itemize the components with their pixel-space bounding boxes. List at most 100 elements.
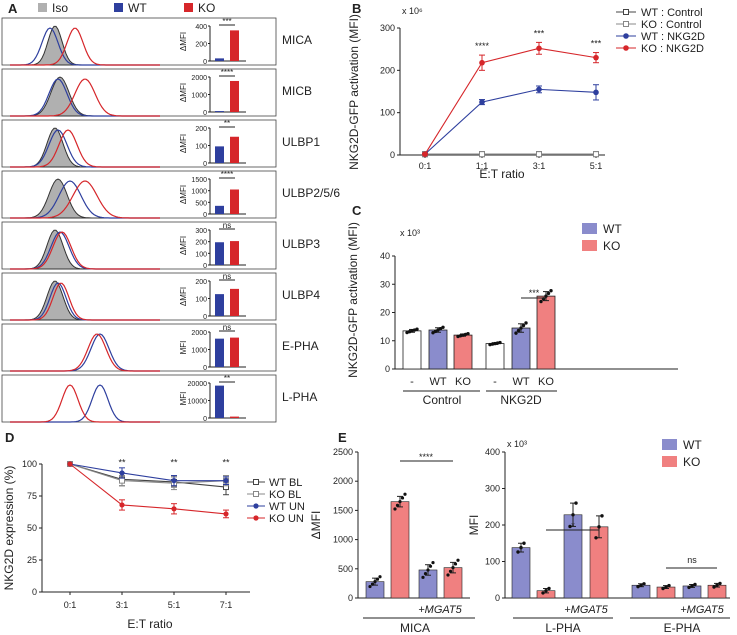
inset-ylabel: ΔMFI	[179, 236, 188, 255]
e1-y-tick-label: 500	[338, 564, 353, 574]
b-point	[422, 151, 428, 157]
histogram-wt	[10, 231, 160, 270]
d-sig-label: **	[118, 457, 126, 467]
c-x-tick-label: KO	[538, 376, 554, 388]
e2-dot	[516, 550, 520, 554]
e2-y-tick-label: 200	[485, 520, 500, 530]
b-point	[479, 99, 485, 105]
e1-dot	[403, 492, 407, 496]
d-sig-label: **	[170, 457, 178, 467]
inset-bar-ko	[230, 416, 239, 418]
d-point	[67, 461, 73, 467]
e3-dot	[639, 583, 643, 587]
e1-group-label: MICA	[400, 621, 430, 635]
d-point	[223, 511, 229, 517]
sig-label: ns	[223, 221, 231, 230]
c-dot	[549, 288, 553, 293]
c-y-tick-label: 40	[380, 251, 390, 261]
d-xlabel: E:T ratio	[127, 617, 172, 631]
e2-scale-note: x 10³	[507, 439, 527, 449]
e3-dot	[664, 585, 668, 589]
row-label: ULBP3	[282, 237, 320, 251]
c-group-label: NKG2D	[500, 393, 542, 407]
inset-bar-wt	[215, 338, 224, 367]
c-ylabel: NKG2D-GFP activation (MFI)	[346, 222, 360, 378]
inset-tick-label: 500	[195, 200, 207, 207]
b-point	[593, 151, 599, 158]
b-sig-label: ****	[475, 41, 490, 51]
e3-sig-label: ns	[687, 555, 697, 565]
e2-bar	[511, 547, 531, 599]
b-x-tick-label: 3:1	[533, 161, 546, 171]
inset-ylabel: MFI	[179, 341, 188, 355]
c-dot	[544, 294, 548, 298]
e3-group-label: E-PHA	[664, 621, 701, 635]
c-bar	[428, 329, 448, 370]
histogram-ko	[10, 180, 160, 219]
inset-tick-label: 1000	[191, 348, 207, 355]
e3-dot	[642, 582, 646, 586]
d-legend-label: KO UN	[269, 513, 304, 525]
d-point	[119, 470, 125, 476]
d-series-line	[69, 463, 227, 484]
d-legend-label: WT BL	[269, 477, 302, 489]
inset-tick-label: 0	[203, 161, 207, 168]
b-scale-note: x 10⁶	[402, 6, 423, 16]
e1-dot	[426, 568, 430, 572]
e1-dot	[378, 575, 382, 579]
c-dot	[433, 329, 438, 334]
inset-tick-label: 0	[203, 314, 207, 321]
c-dot	[431, 331, 435, 335]
c-dot	[521, 323, 526, 328]
c-dot	[546, 291, 551, 296]
d-point	[119, 502, 125, 508]
inset-bar-ko	[230, 30, 239, 61]
inset-bar-ko	[230, 189, 239, 214]
histogram-wt	[10, 282, 160, 321]
inset-ylabel: ΔMFI	[179, 83, 188, 102]
row-label: E-PHA	[282, 339, 319, 353]
d-x-tick-label: 3:1	[116, 600, 129, 610]
e2-dot	[597, 525, 601, 529]
d-x-tick-label: 7:1	[220, 600, 233, 610]
b-point	[479, 151, 485, 158]
b-point	[593, 54, 599, 61]
c-x-tick-label: KO	[455, 376, 471, 388]
b-point	[536, 45, 542, 52]
histogram-iso	[10, 178, 160, 219]
histogram-ko	[10, 384, 160, 423]
c-scale-note: x 10³	[400, 228, 420, 238]
b-series-line	[424, 88, 597, 155]
inset-bar-ko	[230, 241, 239, 265]
e2-dot	[519, 545, 523, 550]
inset-tick-label: 200	[195, 42, 207, 49]
e1-dot	[421, 575, 425, 579]
inset-bar-wt	[215, 242, 224, 265]
c-dot	[516, 328, 521, 333]
e3-xnote: +MGAT5	[680, 604, 724, 616]
b-point	[593, 89, 599, 96]
e1-dot	[446, 573, 450, 577]
e2-dot	[600, 514, 604, 518]
e2-dot	[547, 586, 551, 591]
e1-xnote: +MGAT5	[418, 604, 462, 616]
histogram-ko	[10, 78, 160, 117]
sig-label: ****	[221, 68, 233, 77]
inset-tick-label: 200	[195, 126, 207, 133]
e1-y-tick-label: 1500	[333, 505, 353, 515]
histogram-ko	[10, 282, 160, 321]
e1-dot	[448, 569, 453, 573]
c-y-tick-label: 0	[385, 364, 390, 374]
e3-dot	[718, 581, 722, 586]
c-x-tick-label: WT	[429, 376, 446, 388]
e3-dot	[661, 586, 665, 591]
c-x-tick-label: -	[493, 376, 497, 388]
e1-y-tick-label: 2000	[333, 476, 353, 486]
sig-label: **	[224, 374, 230, 383]
inset-ylabel: ΔMFI	[179, 287, 188, 306]
row-label: ULBP1	[282, 135, 320, 149]
legend-swatch-iso	[38, 3, 47, 12]
histogram-ko	[10, 129, 160, 168]
b-sig-label: ***	[534, 28, 545, 38]
e2-ylabel: MFI	[467, 515, 481, 536]
